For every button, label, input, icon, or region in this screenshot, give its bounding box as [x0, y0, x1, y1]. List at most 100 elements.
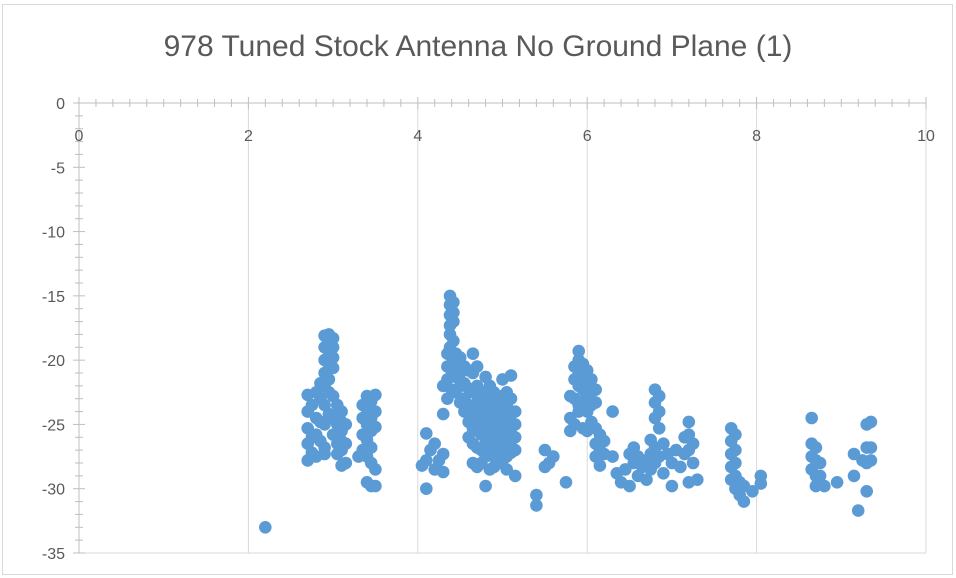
axes [78, 102, 926, 554]
data-point [420, 482, 433, 496]
data-point [746, 485, 759, 498]
data-point [508, 443, 522, 457]
data-point [530, 499, 543, 512]
data-point [508, 431, 522, 444]
y-tick-label: -20 [42, 353, 65, 370]
data-point [504, 392, 518, 406]
data-point [420, 454, 433, 467]
data-point [259, 521, 272, 534]
data-point [652, 422, 666, 435]
data-point [508, 405, 522, 418]
data-point [686, 437, 700, 451]
data-point [364, 441, 378, 454]
chart-title: 978 Tuned Stock Antenna No Ground Plane … [163, 30, 793, 63]
data-point [754, 477, 768, 490]
data-point [318, 447, 331, 461]
x-tick-label: 10 [917, 128, 935, 145]
data-point [369, 388, 382, 402]
data-point [466, 347, 480, 361]
data-point [864, 441, 878, 454]
data-point [606, 405, 619, 418]
data-point [729, 428, 742, 442]
data-point [326, 361, 340, 375]
data-point [729, 456, 742, 470]
data-point [652, 405, 666, 418]
data-point [436, 465, 450, 479]
data-point [847, 469, 861, 483]
x-tick-label: 6 [583, 128, 592, 145]
data-point [436, 447, 450, 461]
y-tick-label: 0 [56, 96, 65, 113]
data-point [530, 488, 543, 502]
data-point [559, 476, 573, 489]
data-point [606, 450, 619, 463]
data-point [470, 360, 484, 373]
data-point [547, 450, 560, 463]
data-point [339, 418, 353, 431]
x-tick-label: 2 [244, 128, 253, 145]
tick-labels: 0 2 4 6 8 10 0 -5 -10 -15 -20 -25 -30 -35 [42, 96, 935, 563]
y-tick-label: -25 [42, 417, 65, 434]
data-point [809, 441, 823, 454]
data-point [813, 469, 827, 483]
data-point [500, 463, 513, 476]
data-point [339, 437, 353, 451]
y-tick-label: -35 [42, 546, 65, 563]
data-point [585, 373, 598, 386]
data-point [864, 454, 878, 467]
data-point [479, 479, 492, 493]
data-point [339, 456, 353, 470]
data-point [504, 369, 518, 382]
data-point [813, 456, 827, 470]
data-point [652, 389, 666, 403]
data-point [851, 504, 865, 517]
data-point [369, 463, 382, 476]
data-point [572, 344, 585, 358]
data-point [326, 341, 340, 354]
data-point [326, 351, 340, 364]
data-point [589, 396, 602, 409]
data-point [674, 460, 687, 474]
data-point [593, 459, 607, 472]
data-point [428, 437, 442, 451]
data-point [682, 415, 696, 429]
data-point [589, 383, 602, 397]
chart-frame [2, 4, 953, 575]
data-point [737, 495, 751, 508]
tick-marks [73, 97, 927, 554]
data-point [436, 407, 450, 421]
data-point [691, 473, 704, 487]
y-tick-label: -10 [42, 225, 65, 242]
data-point [665, 479, 679, 493]
data-point [447, 315, 460, 328]
data-point [830, 476, 844, 489]
data-point [657, 467, 670, 480]
data-point [818, 479, 831, 493]
data-point [369, 420, 382, 434]
y-tick-label: -15 [42, 289, 65, 306]
data-point [640, 473, 653, 487]
data-point [447, 306, 460, 319]
data-point [864, 415, 878, 429]
data-point [860, 485, 873, 498]
data-point [623, 479, 636, 493]
data-point [805, 411, 818, 425]
data-point [369, 405, 382, 418]
x-tick-label: 4 [413, 128, 422, 145]
data-point [447, 296, 460, 309]
data-point [447, 334, 460, 348]
x-tick-label: 8 [752, 128, 761, 145]
data-point [657, 437, 670, 451]
y-tick-label: -30 [42, 482, 65, 499]
data-points [259, 289, 878, 534]
data-point [369, 479, 382, 493]
data-point [335, 405, 348, 418]
data-point [508, 418, 522, 431]
data-point [322, 373, 336, 386]
y-tick-label: -5 [51, 160, 65, 177]
data-point [420, 427, 433, 440]
data-point [326, 332, 340, 345]
data-point [508, 469, 522, 483]
data-point [686, 456, 700, 470]
